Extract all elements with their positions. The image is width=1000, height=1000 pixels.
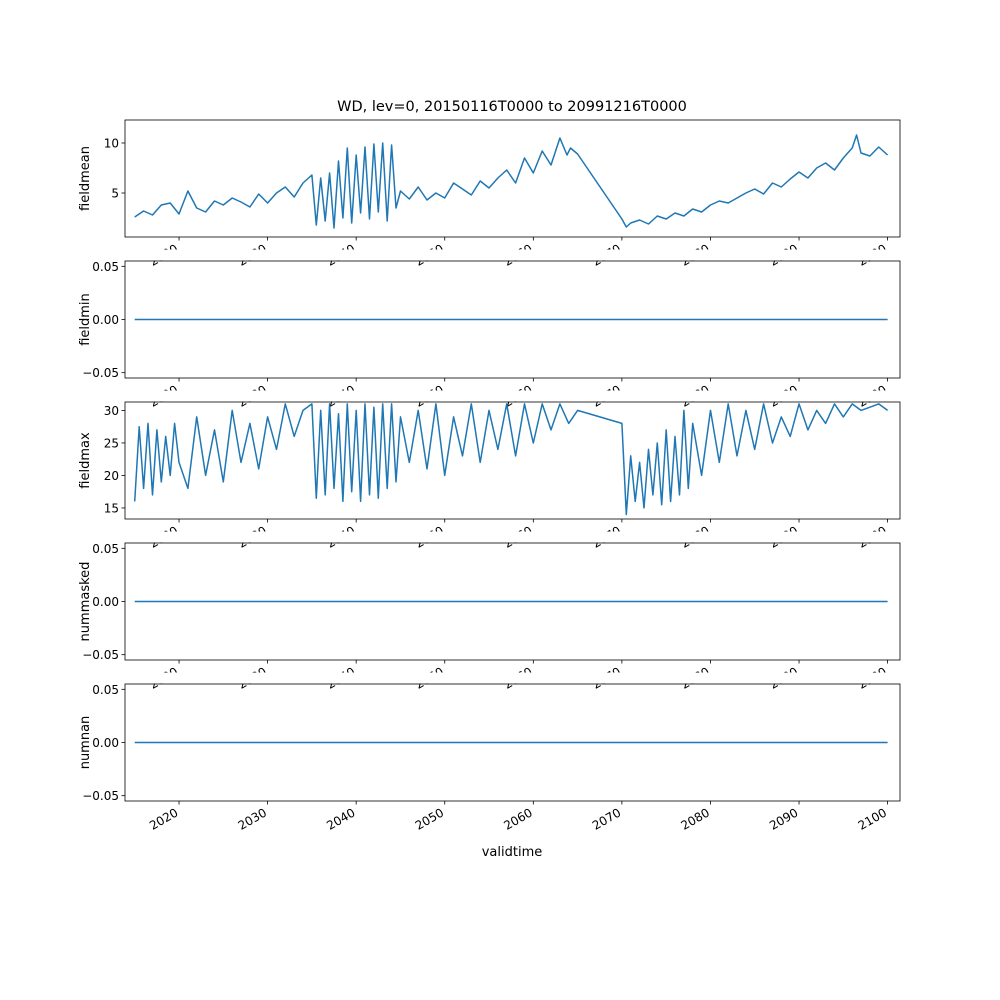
panel-gap-mask — [0, 672, 1000, 684]
y-tick-label: 25 — [104, 436, 119, 450]
y-axis-label-fieldmean: fieldmean — [78, 146, 93, 211]
y-tick-label: 0.00 — [92, 313, 119, 327]
axes-frame-fieldmean — [124, 119, 901, 238]
y-tick-label: 0.05 — [92, 542, 119, 556]
y-axis-label-numnan: numnan — [78, 716, 93, 770]
y-tick-label: 5 — [111, 187, 119, 201]
x-axis-label: validtime — [482, 845, 543, 860]
y-axis-label-nummasked: nummasked — [78, 562, 93, 642]
y-tick-label: 30 — [104, 404, 119, 418]
axes-frame-fieldmax — [124, 401, 901, 520]
y-tick-label: −0.05 — [82, 648, 119, 662]
y-tick-label: 0.00 — [92, 595, 119, 609]
series-line-fieldmax — [133, 403, 889, 516]
y-tick-label: 10 — [104, 137, 119, 151]
y-tick-label: 20 — [104, 469, 119, 483]
y-axis-label-fieldmax: fieldmax — [78, 432, 93, 489]
panel-gap-mask — [0, 531, 1000, 543]
panel-gap-mask — [0, 390, 1000, 402]
y-tick-label: 0.00 — [92, 736, 119, 750]
panels: 510202020302040205020602070208020902100f… — [0, 119, 1000, 833]
series-line-fieldmean — [134, 134, 889, 229]
figure-title: WD, lev=0, 20150116T0000 to 20991216T000… — [337, 99, 687, 115]
y-tick-label: 15 — [104, 501, 119, 515]
y-tick-label: −0.05 — [82, 789, 119, 803]
panel-gap-mask — [0, 249, 1000, 261]
y-axis-label-fieldmin: fieldmin — [78, 293, 93, 346]
y-tick-label: −0.05 — [82, 366, 119, 380]
y-tick-label: 0.05 — [92, 683, 119, 697]
y-tick-label: 0.05 — [92, 260, 119, 274]
